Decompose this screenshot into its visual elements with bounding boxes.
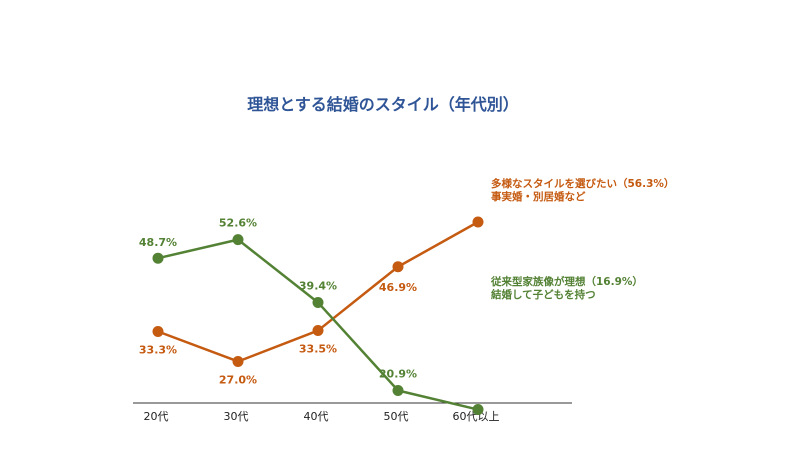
data-label: 27.0% — [219, 373, 257, 386]
series-label: 結婚して子どもを持つ — [491, 288, 596, 301]
data-point — [312, 296, 324, 308]
data-point — [312, 325, 324, 337]
data-label: 48.7% — [139, 236, 177, 249]
data-points — [152, 216, 484, 416]
data-point — [232, 234, 244, 246]
data-point — [232, 355, 244, 367]
series-labels: 多様なスタイルを選びたい（56.3%）事実婚・別居婚など従来型家族像が理想（16… — [490, 177, 674, 301]
data-labels: 33.3% 27.0% 33.5% 46.9% 48.7% 52.6% 39.4% 20.9% — [139, 217, 417, 387]
x-tick-label: 50代 — [384, 410, 409, 423]
x-tick-label: 60代以上 — [453, 410, 500, 423]
x-axis-ticks: 20代 30代 40代 50代 60代以上 — [144, 410, 500, 423]
data-point — [392, 261, 404, 273]
x-tick-label: 20代 — [144, 410, 169, 423]
data-point — [472, 216, 484, 228]
series-line — [157, 238, 479, 411]
data-label: 39.4% — [299, 279, 337, 292]
data-label: 52.6% — [219, 217, 257, 230]
data-point — [392, 385, 404, 397]
x-tick-label: 30代 — [224, 410, 249, 423]
series-lines — [157, 220, 479, 411]
data-label: 33.5% — [299, 343, 337, 356]
data-point — [152, 325, 164, 337]
data-label: 20.9% — [379, 368, 417, 381]
x-tick-label: 40代 — [304, 410, 329, 423]
data-point — [472, 404, 484, 416]
chart-title: 理想とする結婚のスタイル（年代別） — [247, 95, 519, 114]
series-label: 事実婚・別居婚など — [491, 190, 586, 203]
data-label: 46.9% — [379, 281, 417, 294]
data-point — [152, 252, 164, 264]
data-label: 33.3% — [139, 343, 177, 356]
series-label: 従来型家族像が理想（16.9%） — [490, 275, 643, 288]
series-label: 多様なスタイルを選びたい（56.3%） — [491, 177, 674, 190]
